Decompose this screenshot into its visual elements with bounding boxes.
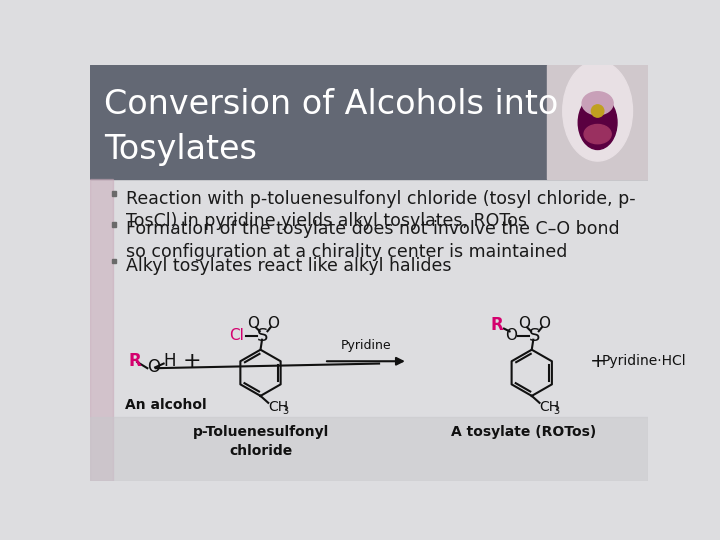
Bar	[112, 259, 117, 264]
Text: O: O	[247, 316, 258, 331]
Text: O: O	[505, 328, 517, 343]
Bar	[547, 65, 648, 179]
Text: CH: CH	[539, 400, 559, 414]
Circle shape	[591, 105, 604, 117]
Bar	[90, 65, 648, 179]
Text: O: O	[148, 359, 161, 376]
Text: O: O	[267, 316, 279, 331]
Text: An alcohol: An alcohol	[125, 398, 207, 412]
Bar	[112, 191, 117, 195]
Text: Alkyl tosylates react like alkyl halides: Alkyl tosylates react like alkyl halides	[126, 257, 451, 275]
Text: Pyridine·HCl: Pyridine·HCl	[601, 354, 686, 368]
Text: S: S	[257, 327, 269, 345]
Bar	[90, 179, 113, 481]
Ellipse shape	[578, 96, 617, 150]
Text: O: O	[518, 316, 530, 331]
Bar	[112, 222, 117, 226]
Text: H: H	[163, 352, 176, 370]
Text: Reaction with p-toluenesulfonyl chloride (tosyl chloride, p-
TosCl) in pyridine : Reaction with p-toluenesulfonyl chloride…	[126, 190, 635, 231]
Text: R: R	[490, 316, 503, 334]
Text: 3: 3	[282, 406, 288, 416]
Text: Cl: Cl	[230, 328, 244, 343]
Bar	[90, 417, 648, 481]
Text: Pyridine: Pyridine	[341, 339, 391, 352]
Ellipse shape	[582, 92, 613, 115]
Text: O: O	[538, 316, 550, 331]
Ellipse shape	[563, 61, 632, 161]
Ellipse shape	[584, 125, 611, 144]
Text: A tosylate (ROTos): A tosylate (ROTos)	[451, 425, 597, 439]
Text: Conversion of Alcohols into: Conversion of Alcohols into	[104, 89, 558, 122]
Text: CH: CH	[269, 400, 289, 414]
Text: p-Toluenesulfonyl
chloride: p-Toluenesulfonyl chloride	[192, 425, 328, 457]
Text: R: R	[129, 352, 142, 370]
Text: Formation of the tosylate does not involve the C–O bond
so configuration at a ch: Formation of the tosylate does not invol…	[126, 220, 619, 261]
Text: +: +	[183, 351, 202, 372]
Text: S: S	[528, 327, 540, 345]
Text: +: +	[590, 352, 606, 371]
Text: 3: 3	[554, 406, 559, 416]
Text: Tosylates: Tosylates	[104, 133, 257, 166]
